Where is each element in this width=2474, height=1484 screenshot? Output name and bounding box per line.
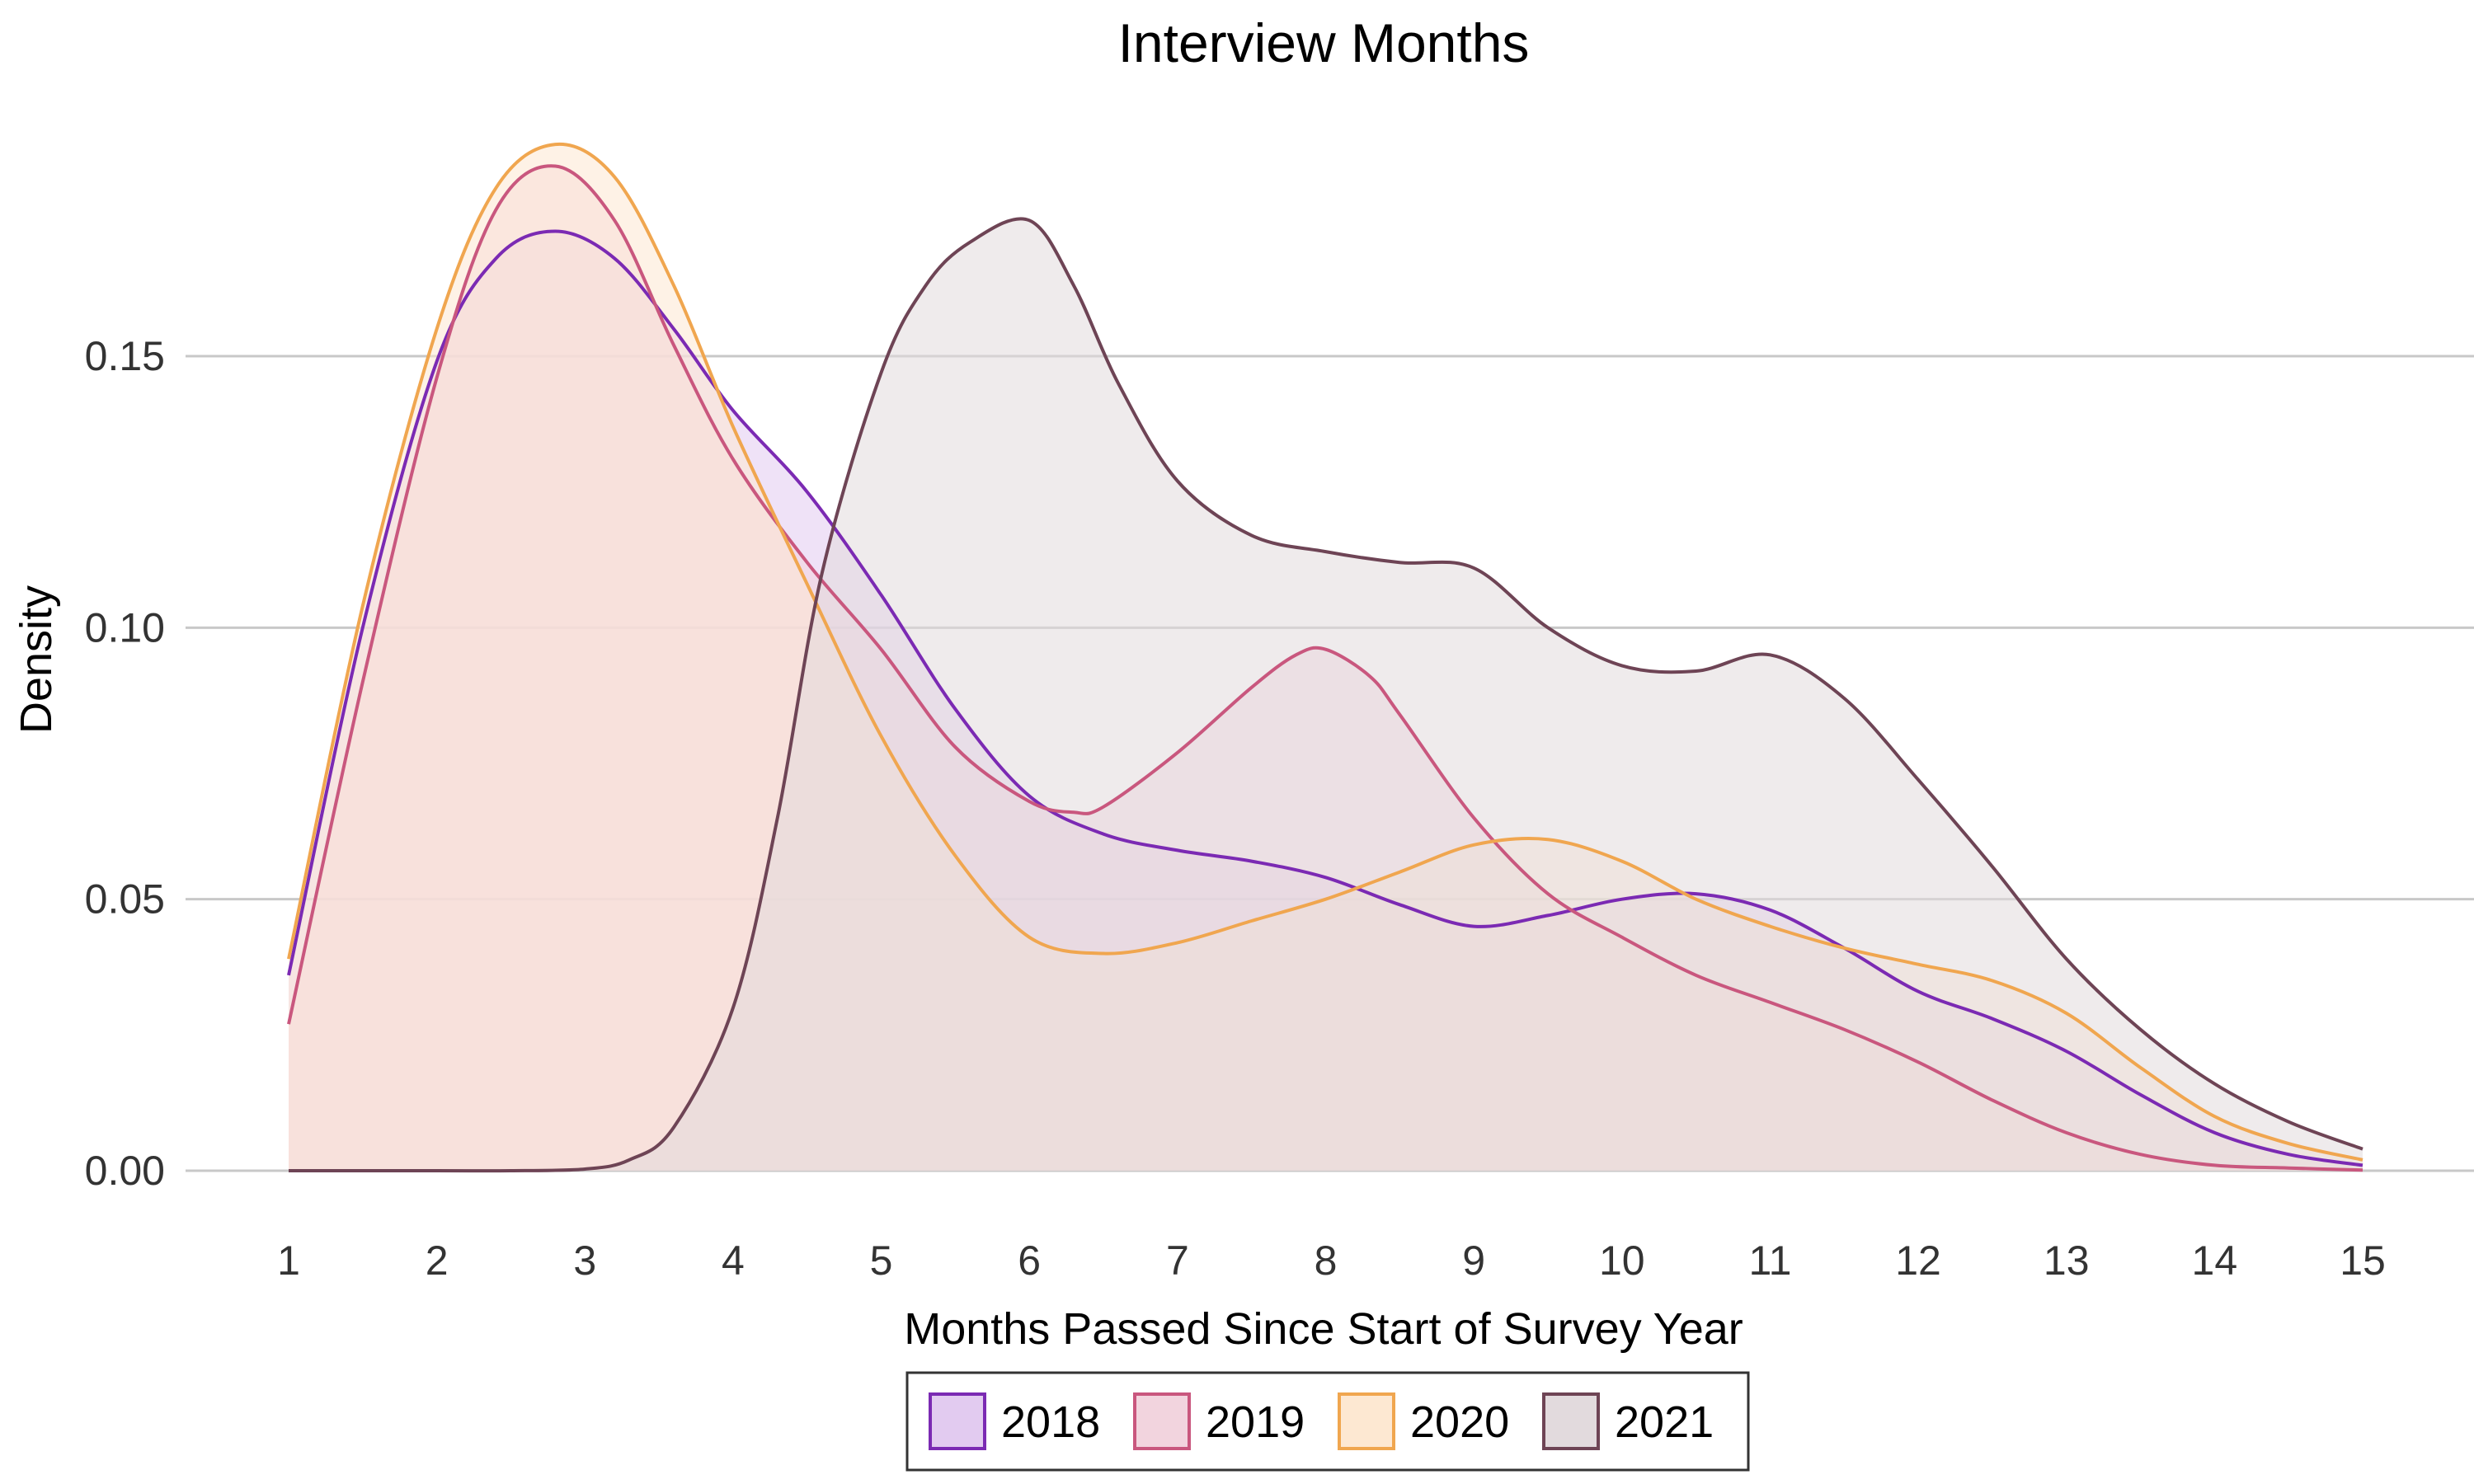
x-tick-label: 14	[2192, 1237, 2238, 1284]
density-line-2021	[289, 217, 2363, 1173]
y-axis-ticks: 0.00 0.05 0.10 0.15	[85, 333, 165, 1194]
x-tick-label: 10	[1599, 1237, 1645, 1284]
x-tick-label: 15	[2340, 1237, 2386, 1284]
x-tick-label: 7	[1166, 1237, 1189, 1284]
x-tick-label: 12	[1895, 1237, 1941, 1284]
chart-title: Interview Months	[1118, 12, 1530, 73]
y-tick-label: 0.15	[85, 333, 165, 379]
x-tick-label: 9	[1462, 1237, 1485, 1284]
x-axis-ticks: 1 2 3 4 5 6 7 8 9 10 11 12 13 14 15	[277, 1237, 2386, 1284]
legend-key-2018	[929, 1392, 986, 1450]
density-area-2021	[289, 218, 2363, 1172]
legend-key-2021	[1542, 1392, 1600, 1450]
x-tick-label: 5	[870, 1237, 893, 1284]
x-tick-label: 1	[277, 1237, 300, 1284]
x-tick-label: 3	[573, 1237, 596, 1284]
legend-box	[905, 1371, 1750, 1472]
density-line-2019	[287, 164, 2363, 1172]
density-areas	[289, 143, 2363, 1172]
legend-key-2020	[1338, 1392, 1395, 1450]
legend-label-2020: 2020	[1410, 1397, 1509, 1447]
legend-label-2021: 2021	[1615, 1397, 1714, 1447]
density-line-2018	[287, 229, 2363, 1167]
legend-label-2019: 2019	[1206, 1397, 1305, 1447]
legend-label-2018: 2018	[1001, 1397, 1100, 1447]
legend: 2018 2019 2020 2021	[905, 1371, 1750, 1472]
y-axis-label: Density	[12, 585, 61, 734]
x-tick-label: 2	[426, 1237, 449, 1284]
y-tick-label: 0.10	[85, 604, 165, 650]
x-axis-label: Months Passed Since Start of Survey Year	[904, 1304, 1743, 1354]
y-tick-label: 0.05	[85, 876, 165, 923]
x-tick-label: 6	[1018, 1237, 1041, 1284]
legend-key-2019	[1133, 1392, 1191, 1450]
density-lines	[287, 142, 2363, 1173]
density-line-2020	[287, 142, 2363, 1162]
x-tick-label: 8	[1315, 1237, 1338, 1284]
x-tick-label: 11	[1748, 1237, 1791, 1284]
y-tick-label: 0.00	[85, 1148, 165, 1194]
x-tick-label: 13	[2044, 1237, 2090, 1284]
x-tick-label: 4	[722, 1237, 745, 1284]
